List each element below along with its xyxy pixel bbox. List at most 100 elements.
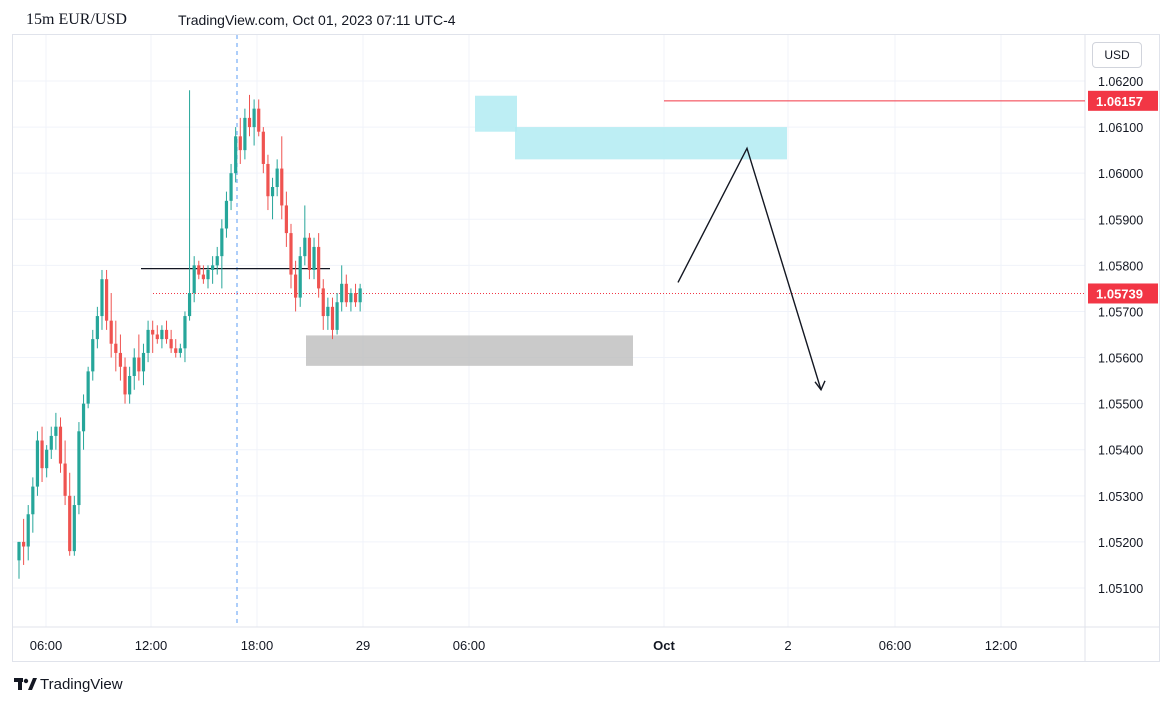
candle-body [17,541,21,561]
candle-body [211,265,215,270]
candlestick-chart[interactable]: 1.06200 1.06100 1.06000 1.05900 1.05800 1.057… [13,35,1159,661]
x-tick-label: 06:00 [453,638,486,653]
y-tick-label: 1.05300 [1098,490,1143,504]
candle-body [243,117,247,151]
candle-body [155,334,159,340]
candle-body [169,339,173,349]
candle-body [349,293,353,303]
candle-body [206,269,210,280]
candle-body [201,274,205,280]
candle-body [178,348,182,353]
candle-body [294,274,298,298]
candle-body [22,541,26,547]
candle-body [114,343,118,353]
projected-arrow-head [814,380,826,392]
candle-body [215,256,219,266]
y-tick-label: 1.06200 [1098,75,1143,89]
candle-body [26,514,30,547]
y-tick-label: 1.05900 [1098,213,1143,227]
candle-body [183,316,187,349]
candle-body [353,293,358,303]
candle-body [192,265,196,294]
candle-body [72,505,76,552]
candle-body [49,435,53,450]
candle-body [141,352,146,372]
candle-body [252,108,256,128]
candle-body [35,440,40,487]
candle-body [344,283,348,303]
x-tick-label: 2 [784,638,791,653]
candle-body [340,283,344,303]
candle-body [303,237,307,257]
x-tick-label: Oct [653,638,675,653]
candle-body [247,117,252,128]
x-tick-label: 06:00 [30,638,63,653]
y-tick-label: 1.05400 [1098,444,1143,458]
candle-body [261,131,265,164]
y-tick-label: 1.05700 [1098,305,1143,319]
candle-body [146,329,150,353]
candle-body [58,426,63,464]
candle-body [224,200,229,229]
candle-body [220,228,224,257]
candle-body [280,168,284,206]
candle-body [95,316,99,340]
candle-body [91,339,95,372]
y-tick-label: 1.05500 [1098,398,1143,412]
candle-body [257,108,261,132]
candle-body [298,256,302,298]
candle-body [326,306,330,317]
projected-path [677,146,822,391]
candle-body [229,173,233,201]
candle-body [123,366,127,395]
candle-body [40,440,44,469]
candle-body [77,431,81,506]
candle-body [45,449,49,469]
current-price-badge: 1.05739 [1096,286,1143,301]
y-tick-label: 1.05100 [1098,582,1143,596]
symbol-label[interactable]: 15m EUR/USD [26,11,127,28]
current-price-badge-bg [1088,283,1158,304]
chart-header: 15m EUR/USD TradingView.com, Oct 01, 202… [0,0,1175,34]
y-tick-label: 1.05200 [1098,536,1143,550]
candle-body [68,495,72,552]
candle-body [317,246,321,289]
currency-button[interactable]: USD [1092,42,1142,68]
x-tick-label: 18:00 [241,638,274,653]
resistance-price-badge-bg [1088,90,1158,111]
candle-body [164,329,169,340]
candle-body [330,306,335,330]
candle-body [31,486,35,515]
source-label: TradingView.com, Oct 01, 2023 07:11 UTC-… [178,12,456,28]
resistance-price-badge: 1.06157 [1096,94,1143,109]
candle-body [335,302,339,330]
footer-brand[interactable]: TradingView [40,676,123,693]
candle-body [275,168,279,188]
candle-body [100,279,104,317]
candle-body [197,265,201,275]
candle-body [160,329,164,340]
chart-frame[interactable]: 1.06200 1.06100 1.06000 1.05900 1.05800 1.057… [12,34,1160,662]
candle-body [174,348,178,353]
candle-body [234,136,238,174]
candle-body [307,237,312,270]
demand-zone [306,335,633,366]
candle-body [128,375,132,395]
candle-body [104,279,109,321]
candle-body [118,352,123,367]
candle-body [312,246,316,270]
y-tick-label: 1.05600 [1098,352,1143,366]
candle-body [238,136,242,151]
candle-body [289,233,293,275]
y-tick-label: 1.05800 [1098,259,1143,273]
supply-zone [515,127,787,160]
tradingview-logo-icon[interactable] [14,677,38,691]
candle-body [358,288,362,303]
candle-body [137,357,141,372]
candle-body [54,426,58,436]
x-tick-label: 06:00 [879,638,912,653]
candle-body [266,163,270,197]
supply-zone-small [475,95,517,132]
x-tick-label: 12:00 [135,638,168,653]
candle-body [86,371,90,404]
